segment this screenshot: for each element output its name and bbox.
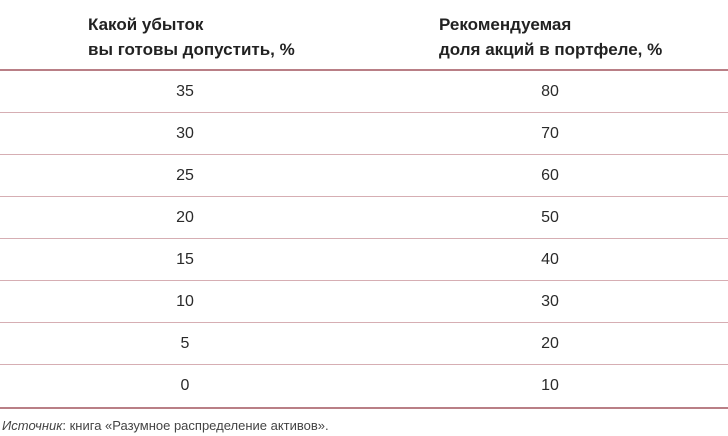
table-row: 15 40 <box>0 239 728 281</box>
source-label: Источник <box>2 418 63 433</box>
table-row: 25 60 <box>0 155 728 197</box>
source-note: Источник: книга «Разумное распределение … <box>2 418 329 434</box>
table-row: 5 20 <box>0 323 728 365</box>
column-header-stock-share: Рекомендуемая доля акций в портфеле, % <box>439 12 662 62</box>
column-header-stock-share-line1: Рекомендуемая <box>439 15 572 34</box>
table-row: 0 10 <box>0 365 728 409</box>
stock-share-cell: 40 <box>541 251 559 268</box>
loss-cell: 30 <box>176 125 194 142</box>
stock-share-cell: 30 <box>541 293 559 310</box>
loss-cell: 15 <box>176 251 194 268</box>
loss-cell: 20 <box>176 209 194 226</box>
stock-share-cell: 60 <box>541 167 559 184</box>
stock-share-cell: 20 <box>541 335 559 352</box>
column-header-loss: Какой убыток вы готовы допустить, % <box>88 12 295 62</box>
column-header-loss-line2: вы готовы допустить, % <box>88 40 295 59</box>
loss-cell: 10 <box>176 293 194 310</box>
column-header-stock-share-line2: доля акций в портфеле, % <box>439 40 663 59</box>
stock-share-cell: 80 <box>541 83 559 100</box>
table-row: 30 70 <box>0 113 728 155</box>
loss-tolerance-table: Какой убыток вы готовы допустить, % Реко… <box>0 0 728 409</box>
loss-cell: 5 <box>180 335 190 352</box>
loss-cell: 0 <box>180 377 190 394</box>
loss-cell: 35 <box>176 83 194 100</box>
table-row: 10 30 <box>0 281 728 323</box>
table-header: Какой убыток вы готовы допустить, % Реко… <box>0 0 728 71</box>
column-header-loss-line1: Какой убыток <box>88 15 204 34</box>
stock-share-cell: 10 <box>541 377 559 394</box>
source-text: : книга «Разумное распределение активов»… <box>62 418 329 433</box>
table-row: 20 50 <box>0 197 728 239</box>
loss-cell: 25 <box>176 167 194 184</box>
stock-share-cell: 50 <box>541 209 559 226</box>
stock-share-cell: 70 <box>541 125 559 142</box>
table-row: 35 80 <box>0 71 728 113</box>
